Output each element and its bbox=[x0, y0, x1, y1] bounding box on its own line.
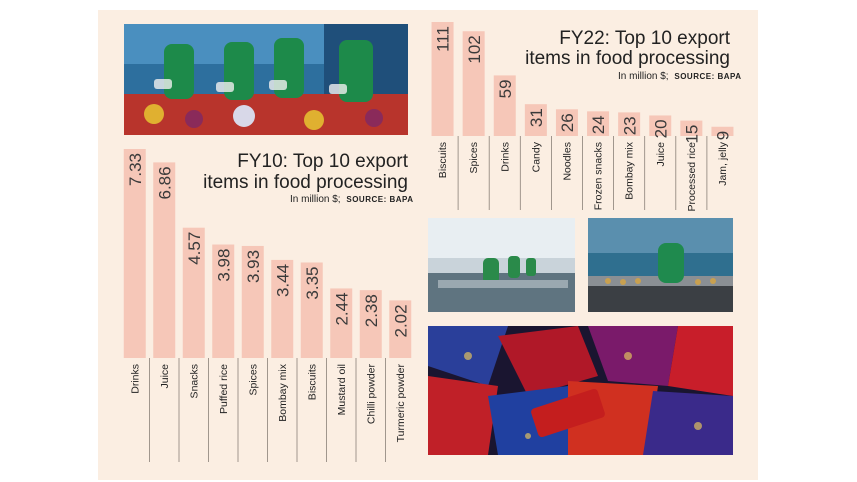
fy22-bar-8 bbox=[680, 120, 703, 136]
fy22-source-text: SOURCE: BAPA bbox=[674, 72, 741, 81]
fy22-category-label-8: Processed rice bbox=[686, 142, 698, 212]
fy22-category-label-1: Spices bbox=[468, 142, 480, 174]
fy10-bar-6 bbox=[300, 262, 323, 358]
fy22-category-label-6: Bombay mix bbox=[624, 141, 636, 200]
fy10-unit-text: In million $; bbox=[290, 194, 341, 205]
fy22-value-label-8: 15 bbox=[682, 125, 701, 144]
fy10-value-label-3: 3.98 bbox=[214, 249, 233, 282]
fy10-category-label-8: Chilli powder bbox=[365, 363, 377, 424]
fy10-unit-note: In million $; SOURCE: BAPA bbox=[290, 194, 414, 205]
fy22-category-label-3: Candy bbox=[530, 141, 542, 172]
fy22-bar-1 bbox=[462, 31, 485, 137]
fy10-category-label-7: Mustard oil bbox=[336, 364, 348, 415]
fy10-value-label-0: 7.33 bbox=[126, 153, 145, 186]
fy10-category-label-5: Bombay mix bbox=[277, 363, 289, 422]
fy10-title-line-2: items in food processing bbox=[203, 172, 408, 193]
fy10-category-label-3: Puffed rice bbox=[218, 364, 230, 414]
fy22-category-label-9: Jam, jelly bbox=[717, 141, 729, 186]
fy10-value-label-2: 4.57 bbox=[185, 232, 204, 265]
fy10-bar-1 bbox=[153, 162, 176, 358]
fy10-category-label-4: Spices bbox=[247, 364, 259, 396]
fy22-bar-9 bbox=[711, 126, 734, 136]
fy10-bar-0 bbox=[123, 149, 146, 358]
fy22-bar-5 bbox=[587, 111, 610, 136]
fy10-value-label-9: 2.02 bbox=[391, 304, 410, 337]
fy22-title-line-1: FY22: Top 10 export bbox=[559, 28, 730, 49]
fy10-value-label-8: 2.38 bbox=[362, 294, 381, 327]
fy22-value-label-2: 59 bbox=[496, 79, 515, 98]
factory-workers-photo bbox=[124, 24, 408, 135]
fy22-value-label-0: 111 bbox=[434, 26, 453, 52]
fy22-value-label-4: 26 bbox=[558, 113, 577, 132]
fy10-category-label-6: Biscuits bbox=[306, 364, 318, 400]
factory-line-photo-right bbox=[588, 218, 733, 312]
wrapped-candies-photo bbox=[428, 326, 733, 455]
fy10-bar-8 bbox=[359, 290, 382, 358]
factory-line-photo-left bbox=[428, 218, 575, 312]
fy22-category-label-0: Biscuits bbox=[437, 142, 449, 178]
fy22-value-label-3: 31 bbox=[527, 108, 546, 127]
fy10-value-label-5: 3.44 bbox=[273, 264, 292, 297]
fy10-value-label-1: 6.86 bbox=[155, 166, 174, 199]
fy22-value-label-1: 102 bbox=[465, 35, 484, 63]
fy22-unit-note: In million $; SOURCE: BAPA bbox=[618, 71, 742, 82]
fy22-value-label-9: 9 bbox=[714, 131, 733, 140]
fy10-value-label-4: 3.93 bbox=[244, 250, 263, 283]
fy22-unit-text: In million $; bbox=[618, 71, 669, 82]
fy22-title-line-2: items in food processing bbox=[525, 48, 730, 69]
fy22-value-label-5: 24 bbox=[589, 115, 608, 134]
fy10-bar-4 bbox=[241, 245, 264, 358]
fy22-value-label-7: 20 bbox=[651, 119, 670, 138]
fy22-bar-3 bbox=[524, 104, 547, 136]
fy22-bar-6 bbox=[618, 112, 641, 136]
fy22-category-label-2: Drinks bbox=[499, 142, 511, 172]
fy10-bar-2 bbox=[182, 227, 205, 358]
fy10-source-text: SOURCE: BAPA bbox=[346, 195, 413, 204]
fy10-bar-9 bbox=[389, 300, 412, 358]
fy10-value-label-7: 2.44 bbox=[332, 292, 351, 325]
fy22-value-label-6: 23 bbox=[620, 116, 639, 135]
fy10-bar-3 bbox=[212, 244, 235, 358]
fy10-category-label-9: Turmeric powder bbox=[395, 364, 407, 443]
fy10-title-line-1: FY10: Top 10 export bbox=[237, 151, 408, 172]
fy10-category-label-0: Drinks bbox=[129, 364, 141, 394]
fy10-bar-5 bbox=[271, 259, 294, 358]
fy10-category-label-2: Snacks bbox=[188, 364, 200, 398]
fy22-bar-4 bbox=[555, 109, 578, 136]
fy22-category-label-4: Noodles bbox=[561, 142, 573, 181]
fy10-value-label-6: 3.35 bbox=[303, 266, 322, 299]
fy22-category-label-5: Frozen snacks bbox=[593, 142, 605, 210]
fy10-category-label-1: Juice bbox=[159, 364, 171, 389]
fy22-bar-7 bbox=[649, 115, 672, 136]
fy22-bar-0 bbox=[431, 22, 454, 136]
fy22-category-label-7: Juice bbox=[655, 142, 667, 167]
fy10-bar-7 bbox=[330, 288, 353, 358]
fy22-bar-2 bbox=[493, 75, 516, 136]
